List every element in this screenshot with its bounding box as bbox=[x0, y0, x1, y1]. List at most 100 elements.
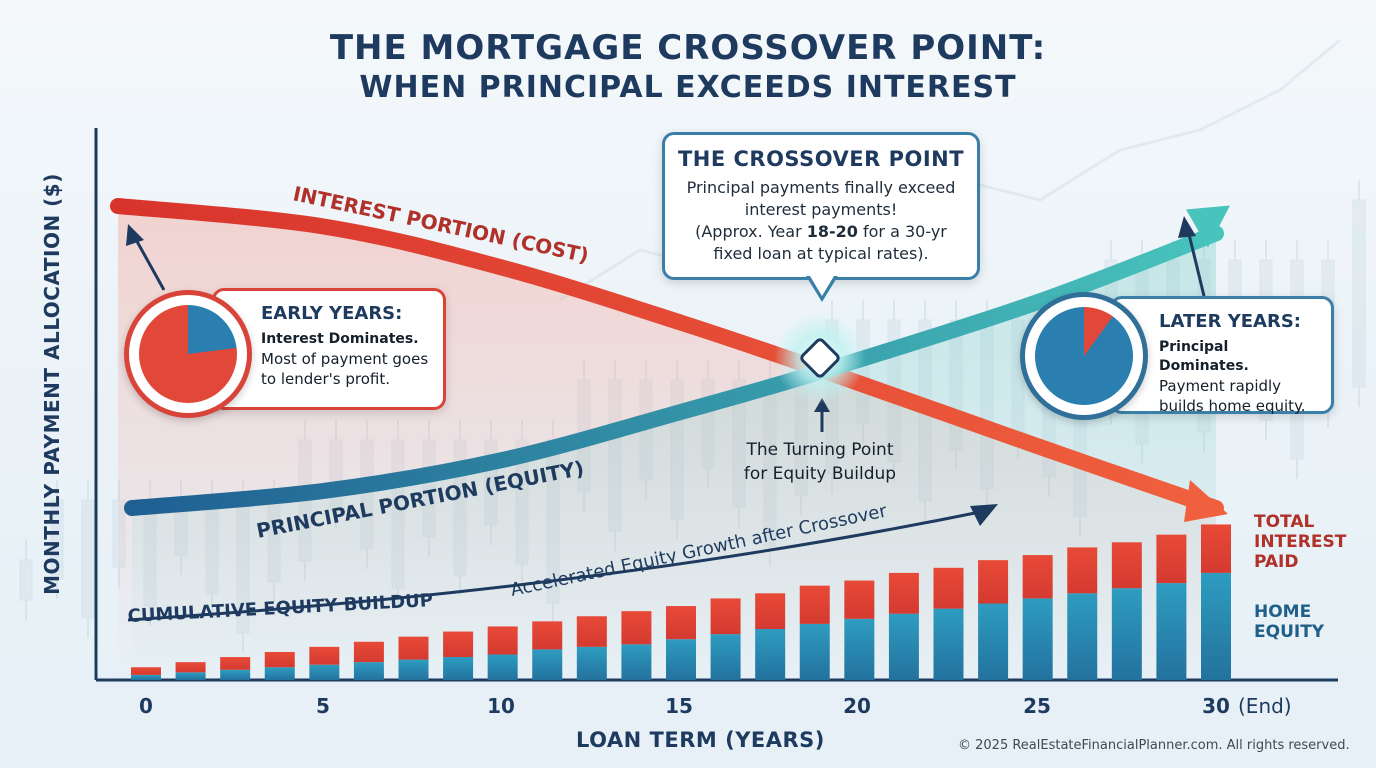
interest-line-arrowhead bbox=[1184, 480, 1228, 522]
equity-bar bbox=[621, 644, 652, 680]
x-tick-label: 10 bbox=[487, 694, 515, 718]
x-tick-label: 0 bbox=[139, 694, 153, 718]
early-years-heading: EARLY YEARS: bbox=[261, 303, 403, 324]
crossover-callout-heading: THE CROSSOVER POINT bbox=[677, 147, 965, 171]
later-years-text-1: Payment rapidly bbox=[1159, 377, 1282, 395]
legend-home-equity: HOME EQUITY bbox=[1254, 602, 1324, 642]
later-years-box: LATER YEARS: Principal Dominates. Paymen… bbox=[1110, 296, 1334, 415]
turning-point-arrowhead bbox=[814, 398, 830, 412]
y-axis-label: MONTHLY PAYMENT ALLOCATION ($) bbox=[40, 173, 64, 595]
interest-bar bbox=[1156, 534, 1187, 584]
early-years-pie bbox=[139, 305, 237, 403]
early-years-pie-chart bbox=[124, 290, 252, 418]
interest-bar bbox=[220, 657, 251, 670]
x-tick-label: 25 bbox=[1023, 694, 1051, 718]
equity-bar bbox=[443, 657, 474, 680]
early-years-box: EARLY YEARS: Interest Dominates. Most of… bbox=[212, 288, 446, 410]
equity-bar bbox=[1067, 593, 1098, 680]
interest-bar bbox=[978, 560, 1009, 604]
later-years-bold: Principal Dominates. bbox=[1159, 339, 1249, 374]
early-pointer-arrowhead bbox=[126, 224, 144, 246]
later-years-heading: LATER YEARS: bbox=[1159, 311, 1301, 332]
interest-bar bbox=[1067, 547, 1098, 594]
turning-point-label: The Turning Point for Equity Buildup bbox=[720, 438, 920, 486]
interest-bar bbox=[844, 580, 875, 619]
chart-title-line-2: WHEN PRINCIPAL EXCEEDS INTEREST bbox=[359, 70, 1017, 105]
cumulative-equity-arrowhead bbox=[970, 504, 998, 526]
equity-bar bbox=[264, 667, 295, 680]
copyright-notice: © 2025 RealEstateFinancialPlanner.com. A… bbox=[958, 738, 1350, 753]
equity-bar bbox=[487, 654, 518, 680]
equity-bar bbox=[710, 634, 741, 680]
principal-portion-line bbox=[124, 225, 1224, 516]
x-tick-label: 20 bbox=[843, 694, 871, 718]
crossover-callout: THE CROSSOVER POINT Principal payments f… bbox=[662, 132, 980, 280]
legend-total-interest-3: PAID bbox=[1254, 552, 1299, 572]
crossover-marker bbox=[800, 338, 840, 378]
callout-line-1: Principal payments finally exceed bbox=[686, 178, 956, 197]
interest-bar bbox=[799, 585, 830, 624]
interest-bar bbox=[532, 621, 563, 650]
interest-bar bbox=[487, 626, 518, 655]
x-tick-label: 30 bbox=[1202, 694, 1230, 718]
early-years-text-2: to lender's profit. bbox=[261, 370, 390, 388]
equity-bar bbox=[532, 649, 563, 680]
equity-bar bbox=[220, 669, 251, 680]
legend-total-interest: TOTAL INTEREST PAID bbox=[1254, 512, 1346, 572]
later-years-pie bbox=[1035, 307, 1133, 405]
interest-bar bbox=[576, 616, 607, 647]
bg-candle-body bbox=[19, 559, 33, 601]
equity-bar bbox=[353, 662, 384, 680]
callout-line-2: interest payments! bbox=[744, 200, 898, 219]
equity-bar bbox=[666, 639, 696, 680]
interest-bar bbox=[443, 631, 474, 658]
interest-bar bbox=[888, 572, 919, 614]
x-tick-label: 15 bbox=[665, 694, 693, 718]
equity-bar bbox=[844, 618, 875, 680]
callout-tail-inner bbox=[810, 276, 834, 296]
later-pointer-arrow bbox=[1186, 229, 1206, 297]
interest-bar bbox=[398, 636, 429, 660]
interest-bar bbox=[621, 611, 652, 645]
interest-bar bbox=[666, 606, 696, 640]
equity-bar bbox=[309, 664, 340, 680]
equity-bar bbox=[799, 623, 830, 680]
legend-total-interest-1: TOTAL bbox=[1254, 512, 1315, 532]
equity-bar bbox=[398, 659, 429, 680]
early-pointer-arrow bbox=[132, 235, 166, 291]
interest-bar bbox=[264, 651, 295, 668]
callout-line-3-bold: 18-20 bbox=[806, 222, 858, 241]
x-tick-suffix-end: (End) bbox=[1238, 694, 1292, 718]
interest-bar bbox=[755, 593, 786, 629]
interest-bar bbox=[1201, 524, 1231, 573]
equity-bar bbox=[888, 613, 919, 680]
interest-bar bbox=[933, 567, 964, 609]
x-axis-label: LOAN TERM (YEARS) bbox=[576, 728, 825, 752]
interest-bar bbox=[353, 641, 384, 663]
equity-bar bbox=[1201, 572, 1231, 680]
interest-portion-line bbox=[110, 198, 1224, 516]
equity-bar bbox=[576, 646, 607, 680]
callout-line-3: (Approx. Year 18-20 for a 30-yr bbox=[675, 221, 967, 243]
interest-bar bbox=[175, 662, 206, 673]
later-years-text-2: builds home equity. bbox=[1159, 397, 1306, 415]
equity-bar bbox=[933, 608, 964, 680]
early-years-bold: Interest Dominates. bbox=[261, 331, 419, 347]
legend-home-equity-1: HOME bbox=[1254, 602, 1312, 622]
interest-bar bbox=[710, 598, 741, 635]
equity-bar bbox=[1022, 598, 1053, 680]
cumulative-equity-arrow bbox=[127, 508, 991, 622]
x-tick-label: 5 bbox=[316, 694, 330, 718]
interest-bar bbox=[1111, 542, 1142, 589]
bg-candle-body bbox=[50, 499, 64, 580]
equity-bar bbox=[131, 674, 161, 680]
interest-bar bbox=[309, 646, 340, 665]
crossover-callout-text: Principal payments finally exceed intere… bbox=[675, 177, 967, 265]
equity-bar bbox=[175, 672, 206, 680]
callout-line-3-pre: (Approx. Year bbox=[695, 222, 807, 241]
turning-point-line-1: The Turning Point bbox=[746, 440, 894, 460]
principal-line-arrowhead bbox=[1186, 205, 1230, 248]
legend-home-equity-2: EQUITY bbox=[1254, 622, 1325, 642]
equity-bar bbox=[978, 603, 1009, 680]
equity-bar bbox=[1111, 588, 1142, 680]
